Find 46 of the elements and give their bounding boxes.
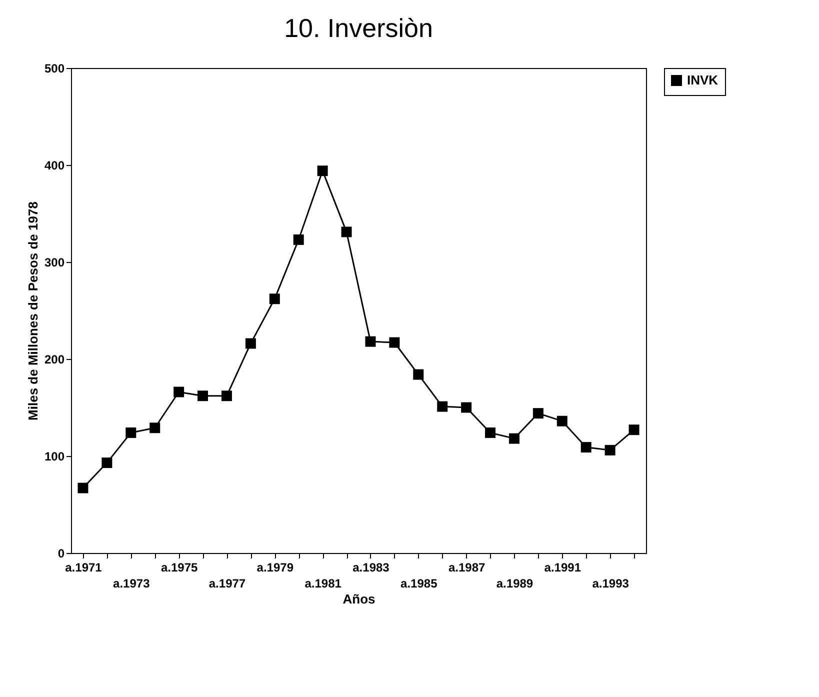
point	[365, 336, 376, 347]
point	[485, 427, 496, 438]
legend-label: INVK	[687, 72, 719, 88]
x-tick-label: a.1989	[496, 576, 534, 590]
point	[198, 390, 208, 402]
y-tick-label: 200	[44, 352, 65, 366]
x-axis-title: Años	[342, 592, 376, 606]
x-tick-label: a.1977	[208, 576, 246, 590]
point	[413, 369, 424, 380]
point	[126, 427, 136, 438]
point	[604, 444, 616, 456]
point	[245, 338, 256, 349]
y-tick-label: 300	[44, 256, 65, 270]
point	[102, 458, 112, 468]
point	[150, 422, 160, 434]
point	[437, 401, 448, 412]
y-axis-title: Miles de Millones de Pesos de 1978	[25, 202, 40, 420]
point	[341, 226, 352, 238]
y-tick-label: 0	[58, 546, 65, 560]
point	[269, 294, 280, 304]
y-tick-label: 500	[44, 62, 65, 76]
x-tick-label: a.1983	[352, 560, 390, 574]
x-tick-label: a.1971	[65, 560, 102, 574]
point	[174, 386, 184, 398]
x-tick-label: a.1973	[113, 576, 150, 590]
point	[556, 416, 568, 426]
y-tick-label: 400	[44, 158, 65, 172]
x-tick-label: a.1985	[400, 576, 438, 590]
point	[508, 433, 520, 444]
point	[293, 234, 304, 245]
x-tick-label: a.1987	[448, 560, 486, 574]
point	[221, 390, 232, 402]
y-tick-label: 100	[44, 450, 65, 464]
x-tick-label: a.1975	[160, 560, 198, 574]
chart-title: 10. Inversiòn	[284, 13, 433, 43]
point	[78, 482, 88, 494]
x-tick-label: a.1979	[256, 560, 294, 574]
point	[580, 442, 592, 453]
point	[532, 408, 544, 419]
point	[389, 337, 400, 348]
x-tick-label: a.1993	[592, 576, 630, 590]
point	[317, 166, 328, 176]
x-tick-label: a.1981	[304, 576, 342, 590]
point	[628, 424, 640, 436]
x-tick-label: a.1991	[544, 560, 582, 574]
point	[461, 402, 472, 413]
